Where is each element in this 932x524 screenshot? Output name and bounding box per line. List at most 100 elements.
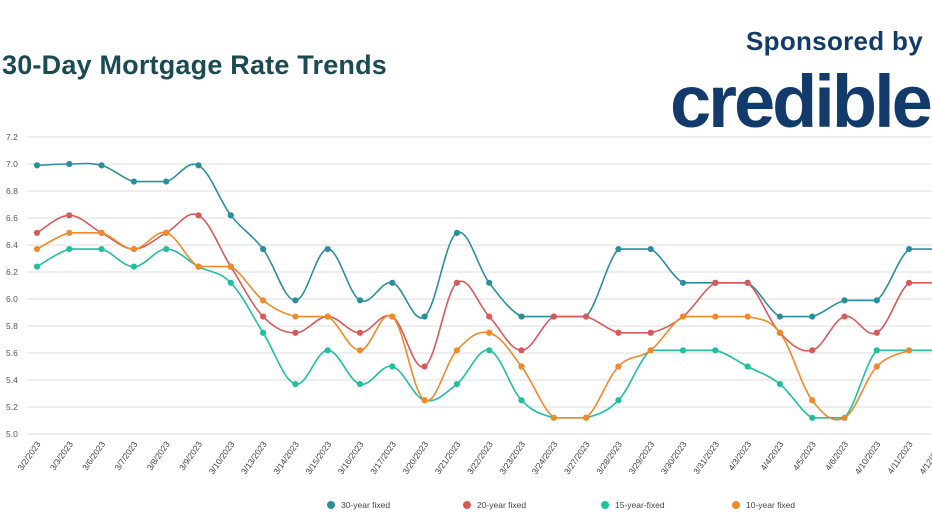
brand-logo: credible: [670, 60, 932, 143]
legend-item-20-year-fixed: 20-year fixed: [463, 500, 526, 510]
data-point: [873, 363, 880, 370]
x-tick-label: 3/22/2023: [465, 439, 495, 476]
legend-item-30-year-fixed: 30-year fixed: [327, 500, 390, 510]
data-point: [453, 380, 460, 388]
data-point: [486, 313, 493, 320]
data-point: [98, 245, 105, 253]
x-tick-label: 3/9/2023: [177, 439, 204, 472]
data-point: [33, 162, 41, 169]
data-point: [33, 263, 41, 270]
x-tick-label: 4/3/2023: [726, 439, 753, 472]
data-point: [163, 178, 170, 185]
data-point: [518, 347, 525, 354]
data-point: [873, 329, 880, 336]
data-point: [260, 297, 267, 304]
data-point: [260, 329, 267, 336]
data-point: [66, 245, 73, 253]
data-point: [356, 329, 364, 336]
data-point: [227, 263, 234, 270]
x-tick-label: 4/10/2023: [853, 439, 883, 476]
data-point: [292, 297, 299, 304]
data-point: [647, 245, 654, 253]
x-tick-label: 3/10/2023: [207, 439, 237, 476]
data-point: [453, 279, 460, 286]
series-line-30-year-fixed: [36, 162, 932, 319]
x-tick-label: 3/21/2023: [433, 439, 463, 476]
data-point: [195, 263, 202, 270]
sponsor-label: Sponsored by: [746, 26, 923, 56]
data-point: [389, 313, 396, 320]
legend-label: 30-year fixed: [341, 500, 390, 510]
data-point: [679, 313, 687, 320]
x-tick-label: 3/30/2023: [659, 439, 689, 476]
data-point: [518, 397, 525, 404]
y-tick-label: 5.2: [6, 402, 18, 412]
data-point: [809, 313, 816, 320]
data-point: [389, 363, 396, 370]
y-tick-label: 5.4: [6, 375, 18, 385]
data-point: [66, 212, 73, 219]
data-point: [712, 279, 719, 286]
y-tick-label: 6.4: [6, 240, 18, 250]
data-point: [776, 380, 784, 388]
x-tick-label: 3/24/2023: [530, 439, 560, 476]
data-point: [518, 363, 525, 370]
x-tick-label: 3/2/2023: [15, 439, 42, 472]
data-point: [292, 329, 299, 336]
chart-title: 30-Day Mortgage Rate Trends: [2, 50, 388, 80]
x-tick-label: 3/8/2023: [145, 439, 172, 472]
data-point: [260, 313, 267, 320]
data-point: [873, 297, 880, 304]
data-point: [906, 245, 913, 253]
x-tick-label: 3/13/2023: [239, 439, 269, 476]
data-point: [356, 347, 364, 354]
series-30-year-fixed: [33, 160, 932, 320]
data-point: [615, 363, 622, 370]
data-point: [583, 313, 590, 320]
data-point: [712, 347, 719, 354]
data-point: [33, 245, 41, 253]
data-point: [130, 263, 137, 270]
y-tick-label: 6.0: [6, 294, 18, 304]
data-point: [356, 380, 364, 388]
data-point: [841, 414, 848, 421]
data-point: [453, 229, 460, 236]
legend-marker: [327, 501, 335, 509]
data-point: [130, 245, 137, 253]
data-point: [550, 414, 557, 421]
y-tick-label: 5.6: [6, 348, 18, 358]
data-point: [873, 347, 880, 354]
legend-marker: [601, 501, 609, 509]
data-point: [679, 347, 687, 354]
data-point: [421, 313, 428, 320]
data-point: [98, 162, 105, 169]
data-point: [163, 245, 170, 253]
legend: 30-year fixed 20-year fixed 15-year-fixed 1…: [327, 500, 795, 510]
data-point: [66, 160, 73, 168]
data-point: [195, 162, 202, 169]
data-point: [583, 414, 590, 421]
data-point: [292, 380, 299, 388]
data-point: [518, 313, 525, 320]
y-tick-label: 7.0: [6, 159, 18, 169]
x-tick-label: 4/4/2023: [758, 439, 785, 472]
x-tick-label: 3/7/2023: [112, 439, 139, 472]
y-tick-label: 6.8: [6, 186, 18, 196]
x-tick-label: 3/15/2023: [303, 439, 333, 476]
data-point: [195, 212, 202, 219]
data-point: [679, 279, 687, 286]
data-point: [227, 212, 234, 219]
data-point: [809, 347, 816, 354]
data-point: [615, 329, 622, 336]
legend-label: 10-year fixed: [746, 500, 795, 510]
data-point: [486, 329, 493, 336]
y-tick-label: 5.8: [6, 321, 18, 331]
data-point: [98, 229, 105, 236]
data-point: [776, 329, 784, 336]
series-lines: [33, 160, 932, 421]
series-10-year-fixed: [33, 229, 913, 421]
data-point: [906, 279, 913, 286]
data-point: [615, 245, 622, 253]
x-tick-label: 3/31/2023: [691, 439, 721, 476]
